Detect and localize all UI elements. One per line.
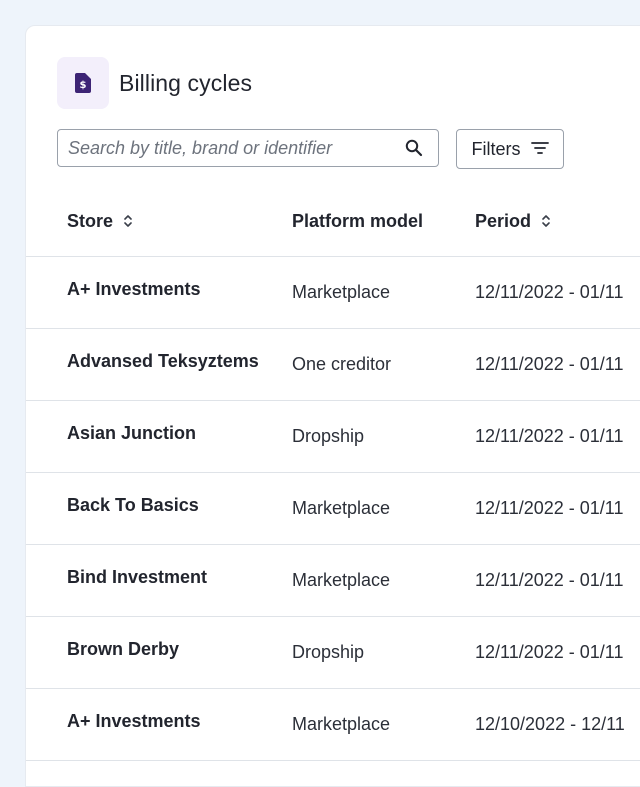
table-row[interactable]: A+ Investments Marketplace 12/10/2022 - …: [26, 689, 640, 761]
column-header-label: Platform model: [292, 210, 424, 231]
period-cell: 12/11/2022 - 01/11: [475, 354, 624, 374]
platform-model-cell: Dropship: [292, 642, 365, 662]
table-row[interactable]: Back To Basics Marketplace 12/11/2022 - …: [26, 473, 640, 545]
platform-model-cell: One creditor: [292, 354, 392, 374]
table-row[interactable]: Brown Derby Dropship 12/11/2022 - 01/11: [26, 617, 640, 689]
period-cell: 12/11/2022 - 01/11: [475, 426, 624, 446]
platform-model-cell: Marketplace: [292, 570, 391, 590]
column-header-platform-model: Platform model: [292, 186, 423, 256]
platform-model-cell: Marketplace: [292, 282, 391, 302]
search-icon[interactable]: [396, 130, 432, 166]
filter-lines-icon: [530, 139, 549, 160]
column-header-period[interactable]: Period: [475, 186, 551, 256]
period-cell: 12/11/2022 - 01/11: [475, 498, 624, 518]
period-cell: 12/10/2022 - 12/11: [475, 714, 625, 734]
filters-button[interactable]: Filters: [456, 129, 564, 169]
platform-model-cell: Marketplace: [292, 498, 391, 518]
sort-icon[interactable]: [541, 213, 551, 229]
table-row[interactable]: A+ Investments Marketplace 12/11/2022 - …: [26, 257, 640, 329]
store-cell: Back To Basics: [67, 495, 199, 515]
period-cell: 12/11/2022 - 01/11: [475, 282, 624, 302]
svg-text:$: $: [80, 80, 87, 91]
column-header-label: Period: [475, 210, 532, 231]
period-cell: 12/11/2022 - 01/11: [475, 570, 624, 590]
column-header-store[interactable]: Store: [67, 186, 133, 256]
billing-cycles-card: $ Billing cycles Filters Store: [25, 25, 640, 787]
platform-model-cell: Dropship: [292, 426, 365, 446]
billing-cycles-table: Store Platform model Period: [26, 186, 640, 761]
column-header-label: Store: [67, 210, 114, 231]
sort-icon[interactable]: [123, 213, 133, 229]
table-row[interactable]: Asian Junction Dropship 12/11/2022 - 01/…: [26, 401, 640, 473]
search-input[interactable]: [58, 130, 396, 166]
page-header: $ Billing cycles: [57, 57, 252, 109]
search-field[interactable]: [57, 129, 439, 167]
store-cell: A+ Investments: [67, 711, 201, 731]
store-cell: Bind Investment: [67, 567, 208, 587]
billing-document-icon: $: [57, 57, 109, 109]
page-title: Billing cycles: [119, 69, 253, 96]
store-cell: Asian Junction: [67, 423, 197, 443]
store-cell: A+ Investments: [67, 279, 201, 299]
filters-button-label: Filters: [471, 138, 521, 159]
table-row[interactable]: Advansed Teksyztems One creditor 12/11/2…: [26, 329, 640, 401]
table-header: Store Platform model Period: [26, 186, 640, 257]
platform-model-cell: Marketplace: [292, 714, 391, 734]
period-cell: 12/11/2022 - 01/11: [475, 642, 624, 662]
table-row[interactable]: Bind Investment Marketplace 12/11/2022 -…: [26, 545, 640, 617]
store-cell: Brown Derby: [67, 639, 180, 659]
store-cell: Advansed Teksyztems: [67, 351, 259, 371]
